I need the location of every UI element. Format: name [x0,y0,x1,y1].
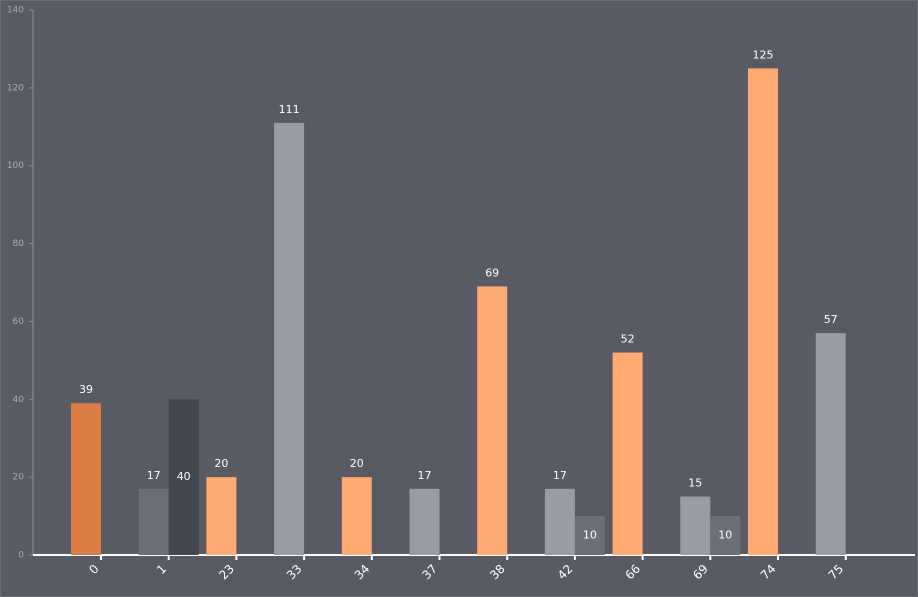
value-label: 17 [553,469,567,482]
y-tick-label: 140 [7,6,24,16]
bar [710,516,741,555]
y-tick-label: 120 [7,83,24,93]
y-tick-label: 80 [13,239,25,249]
bar [748,68,778,556]
y-tick-label: 100 [7,161,24,171]
bar [206,477,237,555]
value-label: 17 [147,469,161,482]
bar [71,403,101,555]
value-label: 69 [485,266,499,279]
value-label: 20 [350,457,364,470]
y-tick-label: 0 [18,551,24,561]
value-label: 15 [688,477,702,490]
value-label: 10 [718,529,732,542]
bar [815,333,846,555]
value-label: 111 [279,103,300,116]
bar [477,286,508,555]
value-label: 20 [214,457,228,470]
y-tick-label: 40 [13,395,25,405]
bar [574,516,605,555]
value-label: 17 [418,469,432,482]
bar [274,122,305,556]
value-label: 52 [621,333,635,346]
value-label: 57 [824,313,838,326]
bar [680,496,711,555]
bar [168,399,199,555]
bar [138,488,169,555]
bar [544,488,575,555]
value-label: 40 [177,470,191,483]
y-tick-label: 60 [13,317,25,327]
bar [612,352,643,555]
value-label: 39 [79,383,93,396]
y-tick-label: 20 [13,473,25,483]
bar [341,477,372,555]
bar [409,488,440,555]
value-label: 10 [583,529,597,542]
value-label: 125 [753,48,774,61]
